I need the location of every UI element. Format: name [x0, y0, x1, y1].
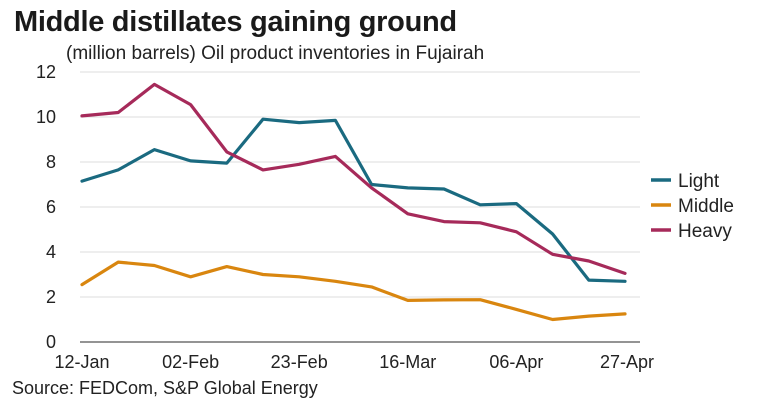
source-note: Source: FEDCom, S&P Global Energy	[12, 378, 318, 398]
x-tick-label-06-Apr: 06-Apr	[489, 352, 543, 372]
x-tick-label-27-Apr: 27-Apr	[600, 352, 654, 372]
y-tick-label-10: 10	[36, 107, 56, 127]
series-line-heavy	[80, 82, 627, 275]
y-tick-label-2: 2	[46, 287, 56, 307]
legend-label-light: Light	[678, 171, 720, 192]
chart-title: Middle distillates gaining ground	[14, 6, 457, 38]
series-line-middle	[80, 260, 627, 322]
y-axis-ticks: 0 2 4 6 8 10 12	[36, 62, 56, 352]
y-tick-label-4: 4	[46, 242, 56, 262]
x-tick-label-02-Feb: 02-Feb	[162, 352, 219, 372]
y-tick-label-6: 6	[46, 197, 56, 217]
gridlines	[80, 71, 640, 343]
legend-label-middle: Middle	[678, 196, 734, 217]
y-tick-label-8: 8	[46, 152, 56, 172]
series-lines	[80, 82, 627, 322]
x-axis-ticks: 12-Jan 02-Feb 23-Feb 16-Mar 06-Apr 27-Apr	[54, 352, 654, 372]
legend: Light Middle Heavy	[651, 171, 734, 242]
x-tick-label-12-Jan: 12-Jan	[54, 352, 109, 372]
y-tick-label-0: 0	[46, 332, 56, 352]
legend-label-heavy: Heavy	[678, 221, 732, 242]
x-tick-label-23-Feb: 23-Feb	[271, 352, 328, 372]
y-tick-label-12: 12	[36, 62, 56, 82]
x-tick-label-16-Mar: 16-Mar	[379, 352, 436, 372]
chart-subtitle: (million barrels) Oil product inventorie…	[66, 43, 485, 64]
series-line-light	[80, 117, 627, 283]
